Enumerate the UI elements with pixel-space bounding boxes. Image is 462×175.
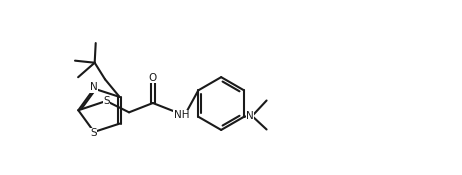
Text: O: O <box>149 73 157 83</box>
Text: S: S <box>90 128 97 138</box>
Text: NH: NH <box>174 110 189 120</box>
Text: S: S <box>103 96 110 106</box>
Text: N: N <box>246 111 254 121</box>
Text: N: N <box>90 82 97 92</box>
